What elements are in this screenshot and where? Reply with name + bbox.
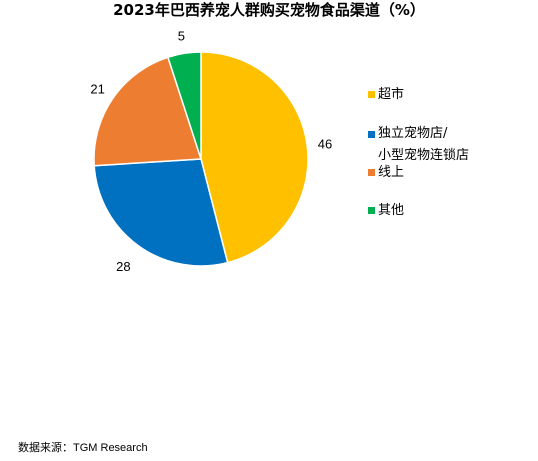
legend-swatch-online	[368, 169, 375, 176]
legend-swatch-other	[368, 207, 375, 214]
pie-slice-supermarket	[200, 51, 309, 264]
legend-label-other: 其他	[378, 203, 405, 218]
data-label-online: 21	[90, 82, 104, 97]
data-label-pet-store: 28	[116, 259, 130, 274]
data-label-other: 5	[178, 29, 185, 44]
chart-title: 2023年巴西养宠人群购买宠物食品渠道（%）	[113, 1, 425, 19]
pie-slice-other	[166, 51, 202, 160]
legend-label-pet-store: 独立宠物店/ 小型宠物连锁店	[378, 126, 470, 163]
legend-label-online: 线上	[378, 165, 405, 180]
data-label-supermarket: 46	[318, 136, 332, 151]
legend-swatch-supermarket	[368, 91, 375, 98]
pie-slice-online	[93, 56, 203, 167]
pie-slices	[93, 51, 309, 267]
pie-data-labels: 46 28 21 5	[90, 29, 332, 274]
legend-label-supermarket: 超市	[378, 87, 405, 102]
source-note: 数据来源：TGM Research	[18, 442, 148, 454]
legend-swatch-pet-store	[368, 131, 375, 138]
pie-slice-pet-store	[93, 158, 229, 267]
